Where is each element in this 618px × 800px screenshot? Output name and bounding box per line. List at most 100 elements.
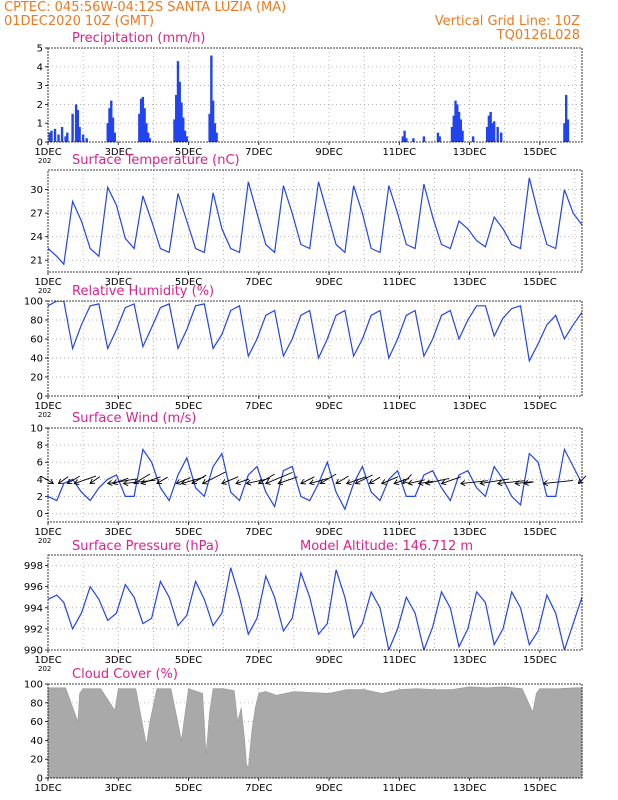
pressure-ytick-label: 992 bbox=[24, 624, 43, 635]
precip-bar bbox=[403, 130, 406, 142]
precip-bar bbox=[78, 126, 81, 142]
pressure-xtick-label: 3DEC bbox=[105, 655, 132, 666]
temp-ytick-label: 24 bbox=[30, 232, 43, 243]
pressure-line bbox=[48, 567, 582, 650]
precip-bar bbox=[143, 108, 146, 142]
precip-xtick-label: 5DEC bbox=[175, 147, 202, 158]
rh-xtick-label: 3DEC bbox=[105, 401, 132, 412]
wind-vector-head bbox=[89, 478, 96, 485]
precip-bar bbox=[461, 130, 464, 142]
precip-bar bbox=[111, 117, 115, 142]
precip-bar bbox=[213, 123, 217, 142]
precip-bar bbox=[145, 123, 148, 142]
wind-vector bbox=[107, 478, 137, 484]
wind-xtick-label: 1DEC bbox=[34, 527, 61, 538]
wind-vector bbox=[381, 476, 399, 484]
temp-xtick-label: 11DEC bbox=[382, 277, 416, 288]
rh-frame bbox=[47, 300, 583, 397]
wind-vector bbox=[277, 476, 298, 484]
wind-vector-head bbox=[57, 478, 64, 485]
pressure-annotation: Model Altitude: 146.712 m bbox=[300, 539, 473, 554]
wind-year-label: 202 bbox=[38, 537, 51, 545]
wind-frame bbox=[47, 427, 583, 523]
wind-vector bbox=[265, 471, 293, 484]
wind-vector-head bbox=[407, 479, 413, 486]
precip-bar bbox=[436, 132, 440, 142]
wind-vector bbox=[202, 471, 226, 484]
wind-vector-head bbox=[380, 479, 387, 485]
cloud-xtick-label: 3DEC bbox=[105, 783, 132, 794]
precip-xtick-label: 9DEC bbox=[315, 147, 342, 158]
temp-ytick-label: 21 bbox=[30, 256, 43, 267]
precip-bar bbox=[489, 111, 492, 142]
rh-xtick-label: 5DEC bbox=[175, 401, 202, 412]
wind-vector bbox=[221, 476, 239, 484]
wind-vector-head bbox=[175, 479, 182, 485]
precip-bar bbox=[106, 123, 109, 142]
wind-line bbox=[48, 447, 582, 511]
precip-bar bbox=[499, 132, 503, 142]
precip-bar bbox=[57, 134, 60, 142]
wind-vector bbox=[140, 476, 161, 484]
precip-ytick-label: 5 bbox=[37, 44, 43, 55]
precip-ytick-label: 1 bbox=[37, 119, 43, 130]
rh-ytick-label: 0 bbox=[37, 392, 43, 403]
precip-bar bbox=[563, 123, 566, 142]
precip-bar bbox=[496, 126, 499, 142]
precip-bar bbox=[113, 132, 116, 142]
wind-vector bbox=[320, 473, 337, 484]
precip-bar bbox=[53, 128, 57, 142]
wind-vector-head bbox=[66, 478, 73, 485]
pressure-xtick-label: 13DEC bbox=[453, 655, 487, 666]
wind-vector bbox=[418, 480, 434, 484]
precip-bar bbox=[487, 115, 491, 142]
precip-bar bbox=[401, 136, 405, 142]
precip-bar bbox=[176, 61, 180, 142]
cloud-xtick-label: 7DEC bbox=[245, 783, 272, 794]
temp-line bbox=[48, 177, 582, 266]
header-line2-right: TQ0126L028 bbox=[496, 28, 580, 43]
precip-bar bbox=[110, 100, 113, 142]
precip-bar bbox=[438, 136, 441, 142]
temp-xtick-label: 5DEC bbox=[175, 277, 202, 288]
precip-bar bbox=[564, 95, 568, 142]
precip-xtick-label: 3DEC bbox=[105, 147, 132, 158]
precip-title: Precipitation (mm/h) bbox=[72, 31, 205, 46]
pressure-year-label: 202 bbox=[38, 665, 51, 673]
rh-series-group bbox=[48, 301, 582, 363]
wind-vector-head bbox=[156, 478, 162, 485]
precip-xtick-label: 11DEC bbox=[382, 147, 416, 158]
precip-bar bbox=[215, 132, 218, 142]
wind-xtick-label: 15DEC bbox=[523, 527, 557, 538]
wind-vector-head bbox=[393, 479, 400, 486]
precip-bar bbox=[85, 138, 88, 142]
cloud-xtick-label: 15DEC bbox=[523, 783, 557, 794]
pressure-xtick-label: 5DEC bbox=[175, 655, 202, 666]
wind-vector-head bbox=[133, 478, 140, 485]
precip-bar bbox=[459, 119, 462, 142]
wind-vector-head bbox=[417, 479, 424, 486]
wind-vector bbox=[191, 474, 207, 484]
wind-ytick-label: 4 bbox=[37, 475, 43, 486]
precip-xtick-label: 13DEC bbox=[453, 147, 487, 158]
cloud-title: Cloud Cover (%) bbox=[72, 667, 178, 682]
precip-bar bbox=[175, 95, 178, 142]
rh-ytick-label: 20 bbox=[30, 373, 43, 384]
cloud-frame bbox=[47, 683, 583, 779]
precip-bar bbox=[452, 115, 455, 142]
rh-xtick-label: 1DEC bbox=[34, 401, 61, 412]
precip-bar bbox=[457, 111, 461, 142]
wind-xtick-label: 13DEC bbox=[453, 527, 487, 538]
wind-ytick-label: 2 bbox=[37, 492, 43, 503]
wind-vector-head bbox=[514, 480, 520, 487]
wind-vector bbox=[235, 478, 250, 484]
precip-ytick-label: 0 bbox=[37, 138, 43, 149]
precip-bar bbox=[74, 104, 78, 142]
precip-bar bbox=[178, 81, 181, 142]
pressure-title: Surface Pressure (hPa) bbox=[72, 539, 219, 554]
precip-bar bbox=[405, 138, 408, 142]
precip-bar bbox=[492, 121, 496, 142]
pressure-xtick-label: 1DEC bbox=[34, 655, 61, 666]
wind-vector-head bbox=[424, 479, 431, 486]
wind-vector bbox=[441, 476, 462, 484]
